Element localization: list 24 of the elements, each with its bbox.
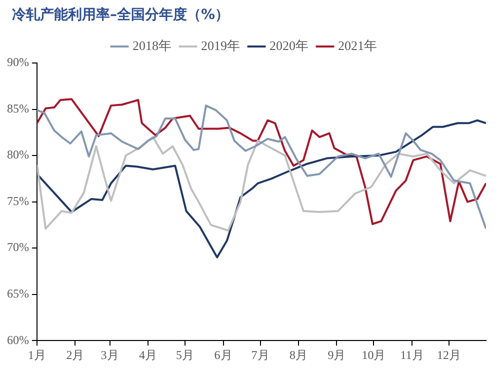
legend-label: 2020年 <box>270 38 308 53</box>
legend-label: 2019年 <box>201 38 240 53</box>
x-tick-label: 9月 <box>328 348 346 362</box>
y-tick-label: 80% <box>6 148 29 162</box>
x-tick-label: 10月 <box>362 348 386 362</box>
y-tick-label: 75% <box>6 194 29 208</box>
x-tick-label: 11月 <box>400 348 424 362</box>
x-tick-label: 8月 <box>290 348 308 362</box>
x-tick-label: 6月 <box>214 348 232 362</box>
y-tick-label: 90% <box>6 55 29 70</box>
x-tick-label: 5月 <box>176 348 194 362</box>
legend-label: 2021年 <box>338 38 377 53</box>
x-tick-label: 1月 <box>28 348 46 362</box>
x-tick-label: 7月 <box>251 348 270 362</box>
x-tick-label: 3月 <box>100 348 119 362</box>
y-tick-label: 65% <box>6 286 29 300</box>
legend-label: 2018年 <box>132 38 172 53</box>
y-tick-label: 85% <box>6 101 29 116</box>
x-tick-label: 2月 <box>66 348 84 362</box>
y-tick-label: 60% <box>6 332 29 347</box>
x-tick-label: 12月 <box>436 348 461 362</box>
chart-title: 冷轧产能利用率–全国分年度（%） <box>12 6 230 24</box>
x-tick-label: 4月 <box>139 348 158 362</box>
y-tick-label: 70% <box>6 240 29 254</box>
